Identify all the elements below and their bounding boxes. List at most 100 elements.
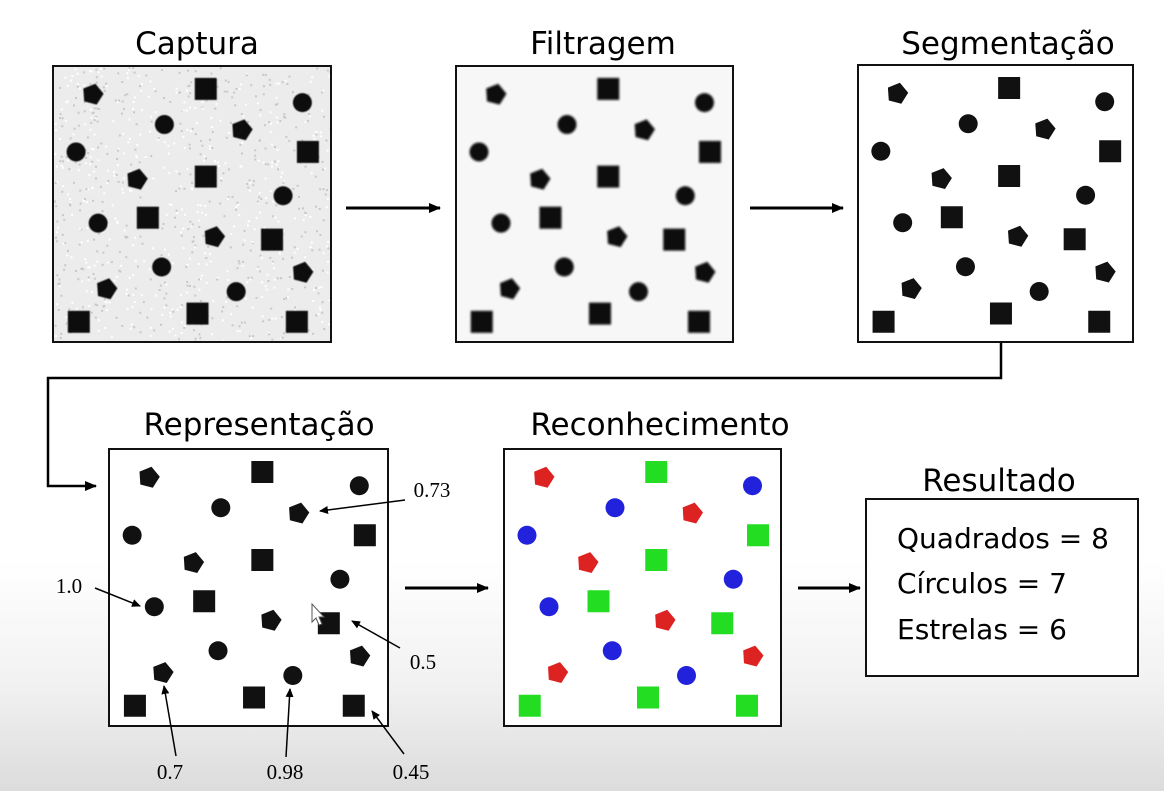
noise-speck xyxy=(268,333,271,336)
noise-speck xyxy=(183,147,186,149)
noise-speck xyxy=(95,165,97,168)
noise-speck xyxy=(234,104,237,107)
square-shape xyxy=(645,461,668,483)
noise-speck xyxy=(122,152,125,155)
circle-shape xyxy=(1029,282,1049,301)
noise-speck xyxy=(269,189,272,192)
noise-speck xyxy=(63,218,66,221)
square-shape xyxy=(587,590,610,613)
noise-speck xyxy=(102,251,105,254)
noise-speck xyxy=(322,188,325,191)
square-shape xyxy=(251,461,274,483)
noise-speck xyxy=(167,144,170,147)
noise-speck xyxy=(89,70,92,72)
noise-speck xyxy=(308,115,311,118)
noise-speck xyxy=(57,309,60,311)
noise-speck xyxy=(199,277,202,280)
noise-speck xyxy=(312,332,315,335)
noise-speck xyxy=(97,232,100,235)
noise-speck xyxy=(58,285,61,288)
noise-speck xyxy=(244,103,247,106)
noise-speck xyxy=(65,156,68,159)
noise-speck xyxy=(165,292,168,295)
noise-speck xyxy=(205,281,208,284)
noise-speck xyxy=(149,130,152,133)
noise-speck xyxy=(142,301,145,304)
noise-speck xyxy=(98,319,100,322)
noise-speck xyxy=(236,330,239,333)
circle-shape xyxy=(283,666,303,685)
noise-speck xyxy=(304,231,307,234)
noise-speck xyxy=(67,193,70,196)
noise-speck xyxy=(85,201,88,204)
noise-speck xyxy=(322,89,325,92)
noise-speck xyxy=(121,188,124,191)
noise-speck xyxy=(74,68,77,71)
noise-speck xyxy=(317,313,320,316)
circle-shape xyxy=(629,282,648,302)
noise-speck xyxy=(266,273,269,276)
noise-speck xyxy=(85,290,88,293)
noise-speck xyxy=(81,280,84,283)
star-shape xyxy=(293,261,314,283)
noise-speck xyxy=(256,266,259,269)
noise-speck xyxy=(104,326,107,329)
noise-speck xyxy=(201,274,204,277)
noise-speck xyxy=(134,287,137,290)
noise-speck xyxy=(65,101,68,104)
noise-speck xyxy=(90,108,92,111)
noise-speck xyxy=(304,165,307,168)
noise-speck xyxy=(233,225,236,228)
noise-speck xyxy=(183,101,186,104)
noise-speck xyxy=(220,179,223,182)
noise-speck xyxy=(175,190,177,193)
square-shape xyxy=(998,77,1021,99)
circle-shape xyxy=(349,476,369,496)
noise-speck xyxy=(93,238,95,241)
noise-speck xyxy=(267,163,270,166)
noise-speck xyxy=(277,168,279,171)
noise-speck xyxy=(128,67,131,70)
noise-speck xyxy=(304,256,306,259)
noise-speck xyxy=(183,325,186,328)
noise-speck xyxy=(271,165,274,168)
square-shape xyxy=(123,694,146,717)
noise-speck xyxy=(269,130,272,133)
noise-speck xyxy=(97,146,100,149)
star-shape xyxy=(97,278,118,300)
noise-speck xyxy=(288,75,291,78)
noise-speck xyxy=(259,270,261,273)
noise-speck xyxy=(101,200,104,203)
noise-speck xyxy=(189,285,191,287)
noise-speck xyxy=(258,192,261,194)
noise-speck xyxy=(264,74,267,76)
noise-speck xyxy=(209,252,212,255)
noise-speck xyxy=(187,85,190,88)
noise-speck xyxy=(257,159,260,162)
noise-speck xyxy=(150,115,153,118)
noise-speck xyxy=(314,131,317,133)
noise-speck xyxy=(183,326,186,329)
noise-speck xyxy=(242,243,245,246)
noise-speck xyxy=(254,158,257,161)
noise-speck xyxy=(187,95,190,98)
noise-speck xyxy=(318,248,321,251)
noise-speck xyxy=(55,236,57,239)
noise-speck xyxy=(300,235,303,238)
noise-speck xyxy=(216,277,219,279)
noise-speck xyxy=(274,103,277,106)
noise-speck xyxy=(194,246,196,249)
noise-speck xyxy=(79,227,82,230)
noise-speck xyxy=(79,202,82,205)
noise-speck xyxy=(278,252,281,255)
noise-speck xyxy=(187,69,190,72)
noise-speck xyxy=(230,313,233,316)
square-shape xyxy=(194,77,217,100)
star-shape xyxy=(548,662,569,683)
noise-speck xyxy=(128,118,131,121)
noise-speck xyxy=(78,243,81,246)
noise-speck xyxy=(66,100,69,103)
noise-speck xyxy=(188,257,191,260)
noise-speck xyxy=(113,279,116,282)
noise-speck xyxy=(131,244,134,247)
